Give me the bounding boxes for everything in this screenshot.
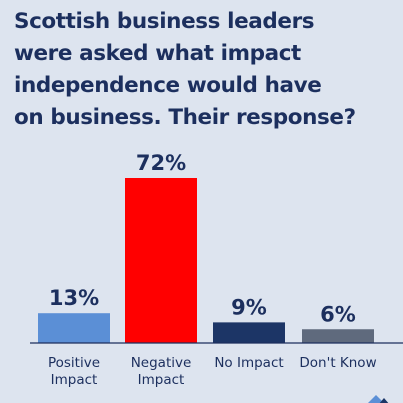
value-labels-group: 13% 72% 9% 6% [49, 151, 356, 326]
category-label-0-line-0: Positive [48, 355, 100, 371]
title-line-4: on business. Their response? [14, 105, 356, 130]
value-label-0: 13% [49, 286, 99, 310]
title-line-3: independence would have [14, 73, 322, 98]
bar-1 [125, 178, 197, 343]
value-label-1: 72% [136, 151, 186, 175]
category-label-3-line-0: Don't Know [299, 355, 376, 371]
title-line-1: Scottish business leaders [14, 9, 315, 34]
bar-2 [213, 322, 285, 343]
chart-title: Scottish business leaders were asked wha… [14, 6, 399, 134]
category-label-1-line-0: Negative [131, 355, 192, 371]
footer-graphic [368, 395, 389, 403]
value-label-2: 9% [231, 295, 267, 319]
value-label-3: 6% [320, 302, 356, 326]
category-label-1-line-1: Impact [138, 372, 185, 388]
footer-watermark [0, 390, 403, 403]
title-line-2: were asked what impact [14, 41, 301, 66]
bars-group [38, 178, 374, 343]
bar-0 [38, 313, 110, 343]
logo-mark-icon [368, 395, 384, 403]
bar-3 [302, 329, 374, 343]
category-label-2-line-0: No Impact [214, 355, 283, 371]
category-label-0-line-1: Impact [51, 372, 98, 388]
